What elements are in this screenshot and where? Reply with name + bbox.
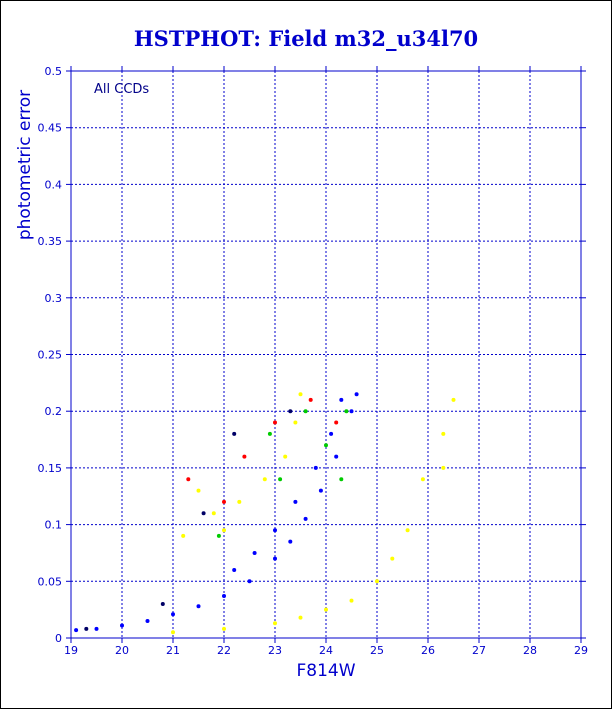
data-point: [171, 612, 175, 617]
data-point: [160, 602, 165, 606]
data-point: [298, 615, 303, 620]
chart-title: HSTPHOT: Field m32_u34l70: [134, 26, 478, 51]
y-tick-label: 0.35: [38, 235, 63, 248]
data-point: [349, 409, 354, 414]
data-point: [278, 477, 283, 482]
data-point: [262, 477, 267, 482]
y-tick-label: 0.4: [45, 178, 63, 191]
data-point: [232, 568, 237, 572]
y-tick-label: 0.5: [45, 65, 63, 78]
series-1: [171, 392, 456, 635]
data-point: [84, 626, 89, 631]
x-tick-label: 27: [472, 644, 486, 657]
data-point: [222, 528, 226, 533]
x-axis-label: F814W: [296, 661, 355, 681]
data-points: [74, 392, 456, 635]
data-point: [201, 511, 206, 516]
data-point: [237, 499, 242, 504]
data-point: [273, 621, 277, 626]
data-point: [334, 420, 339, 425]
data-point: [222, 594, 226, 598]
data-point: [74, 628, 79, 633]
data-point: [216, 533, 221, 538]
y-tick-label: 0.2: [45, 405, 63, 418]
data-point: [211, 511, 216, 516]
data-point: [354, 392, 359, 397]
x-axis-ticks: 19 20 21 22 23 24 25 26 27 28 29: [64, 66, 588, 657]
data-point: [196, 604, 201, 609]
data-point: [273, 528, 277, 533]
data-point: [303, 516, 308, 521]
x-tick-label: 25: [370, 644, 384, 657]
data-point: [293, 420, 298, 425]
series-0: [74, 392, 359, 633]
y-tick-label: 0.25: [38, 349, 63, 362]
data-point: [288, 409, 293, 414]
data-point: [252, 551, 257, 555]
data-point: [329, 431, 334, 436]
x-tick-label: 29: [574, 644, 588, 657]
data-point: [420, 477, 425, 482]
data-point: [267, 431, 272, 436]
y-tick-label: 0: [55, 632, 62, 645]
y-tick-label: 0.05: [38, 575, 63, 588]
data-point: [120, 623, 124, 628]
grid: [71, 71, 581, 638]
y-axis-ticks: 0 0.05 0.1 0.15 0.2 0.25 0.3 0.35 0.4 0.45 0.5: [38, 65, 586, 645]
data-point: [94, 626, 99, 631]
x-tick-label: 22: [217, 644, 231, 657]
x-tick-label: 26: [421, 644, 435, 657]
data-point: [283, 454, 288, 459]
data-point: [222, 626, 226, 631]
x-tick-label: 19: [64, 644, 78, 657]
data-point: [318, 488, 323, 493]
data-point: [232, 431, 237, 436]
data-point: [181, 533, 186, 538]
data-point: [324, 443, 328, 448]
series-4: [84, 409, 293, 631]
data-point: [349, 598, 354, 603]
data-point: [288, 539, 293, 544]
data-point: [324, 607, 328, 612]
y-tick-label: 0.1: [45, 519, 63, 532]
data-point: [186, 477, 191, 482]
all-ccds-annotation: All CCDs: [94, 82, 149, 97]
data-point: [196, 488, 201, 493]
y-tick-label: 0.45: [38, 122, 63, 135]
data-point: [334, 454, 339, 459]
data-point: [308, 397, 313, 402]
x-tick-label: 21: [166, 644, 180, 657]
x-tick-label: 20: [115, 644, 129, 657]
x-tick-label: 23: [268, 644, 282, 657]
series-2: [216, 409, 349, 538]
data-point: [375, 579, 379, 584]
data-point: [222, 499, 226, 504]
data-point: [339, 397, 344, 402]
data-point: [242, 454, 247, 459]
x-tick-label: 28: [523, 644, 537, 657]
data-point: [298, 392, 303, 397]
y-tick-label: 0.3: [45, 292, 63, 305]
data-point: [344, 409, 349, 414]
data-point: [390, 556, 395, 561]
series-3: [186, 397, 339, 504]
data-point: [313, 465, 318, 470]
data-point: [171, 630, 175, 635]
data-point: [339, 477, 344, 482]
data-point: [405, 528, 410, 533]
x-tick-label: 24: [319, 644, 333, 657]
data-point: [293, 499, 298, 504]
data-point: [451, 397, 456, 402]
data-point: [441, 431, 446, 436]
data-point: [247, 579, 252, 584]
y-axis-label: photometric error: [15, 90, 35, 240]
data-point: [145, 619, 150, 623]
data-point: [273, 420, 277, 425]
data-point: [303, 409, 308, 414]
data-point: [273, 556, 277, 561]
y-tick-label: 0.15: [38, 462, 63, 475]
data-point: [441, 465, 446, 470]
